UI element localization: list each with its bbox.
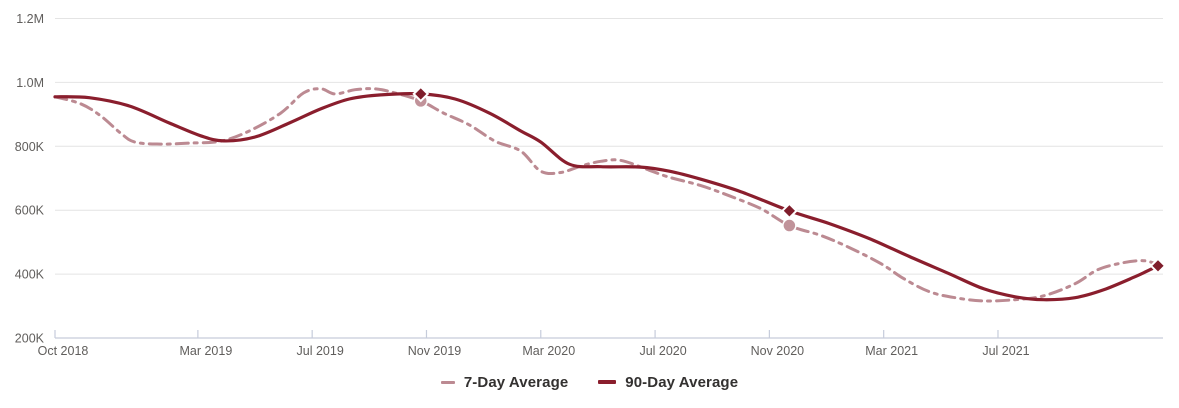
x-axis-label: Mar 2020 <box>522 344 575 358</box>
legend-label-7-day-average: 7-Day Average <box>463 373 569 391</box>
x-axis-label: Jul 2021 <box>982 344 1029 358</box>
x-axis-label: Mar 2019 <box>179 344 232 358</box>
diamond-marker[interactable] <box>780 202 798 220</box>
circle-marker[interactable] <box>782 218 797 233</box>
series-line-7-day-average[interactable] <box>53 87 1160 303</box>
x-axis-label: Jul 2020 <box>639 344 686 358</box>
legend-dash-swatch-7-day-icon <box>440 380 455 384</box>
y-axis-label: 800K <box>15 140 45 154</box>
diamond-marker[interactable] <box>1149 257 1167 275</box>
y-axis-label: 400K <box>15 268 45 282</box>
x-axis-label: Oct 2018 <box>38 344 89 358</box>
x-axis-label: Nov 2020 <box>751 344 805 358</box>
legend-item-90-day-average[interactable]: 90-Day Average <box>598 374 738 391</box>
legend-label-90-day-average: 90-Day Average <box>625 373 739 391</box>
y-axis-label: 200K <box>15 332 45 346</box>
legend-dash-swatch-90-day-icon <box>598 380 617 384</box>
x-axis-label: Nov 2019 <box>408 344 462 358</box>
chart-legend: 7-Day Average 90-Day Average <box>0 368 1179 396</box>
x-axis-label: Mar 2021 <box>865 344 918 358</box>
x-axis-label: Jul 2019 <box>297 344 344 358</box>
series-line-90-day-average[interactable] <box>53 92 1160 302</box>
y-axis-label: 1.0M <box>16 76 44 90</box>
y-axis-label: 600K <box>15 204 45 218</box>
y-axis-label: 1.2M <box>16 12 44 26</box>
diamond-marker[interactable] <box>412 85 430 103</box>
legend-item-7-day-average[interactable]: 7-Day Average <box>440 373 569 391</box>
